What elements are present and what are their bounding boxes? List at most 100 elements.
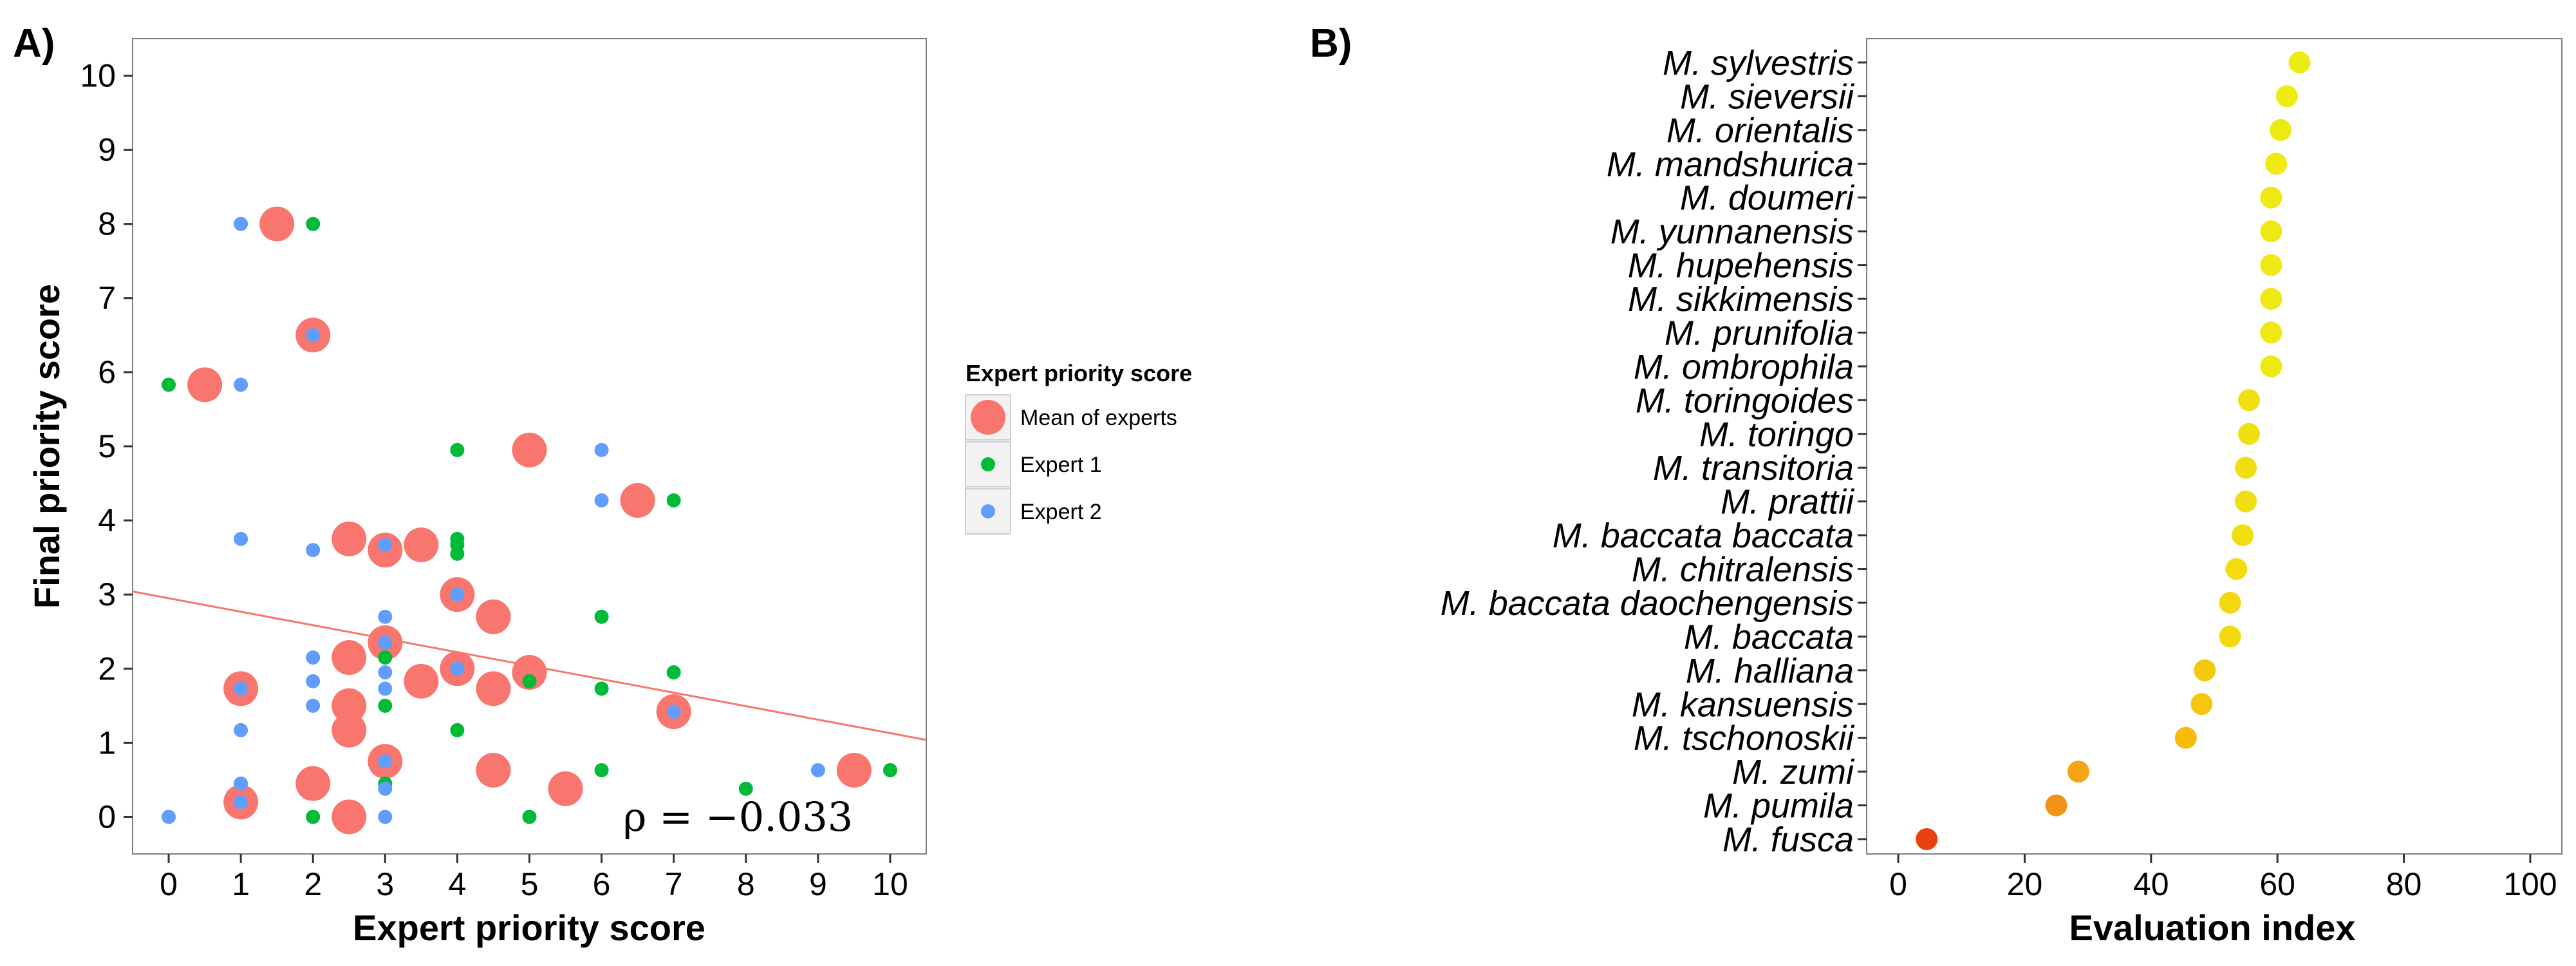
data-point xyxy=(331,799,367,835)
data-point xyxy=(306,543,321,558)
data-point xyxy=(2194,659,2216,681)
legend-label: Expert 1 xyxy=(1020,453,1102,477)
data-point xyxy=(2260,220,2282,243)
legend-label: Expert 2 xyxy=(1020,500,1102,524)
data-point xyxy=(666,493,681,508)
species-label: M. mandshurica xyxy=(1607,145,1854,184)
data-point xyxy=(306,674,321,688)
data-point xyxy=(666,705,681,719)
y-tick-label: 1 xyxy=(98,724,116,761)
data-point xyxy=(234,216,248,231)
species-label: M. halliana xyxy=(1686,652,1854,690)
x-tick-label: 100 xyxy=(2503,866,2557,902)
species-label: M. chitralensis xyxy=(1632,551,1854,589)
x-tick-label: 80 xyxy=(2386,866,2422,902)
data-point xyxy=(378,609,393,624)
data-point xyxy=(2265,153,2288,175)
data-point xyxy=(234,531,248,546)
y-tick-label: 10 xyxy=(80,58,116,94)
data-point xyxy=(234,795,248,810)
legend-item: Expert 1 xyxy=(965,441,1102,488)
data-point xyxy=(2238,422,2260,445)
data-point xyxy=(450,587,465,602)
data-point xyxy=(450,546,465,561)
data-point xyxy=(2260,288,2282,310)
data-point xyxy=(2275,85,2298,108)
data-point xyxy=(594,493,609,508)
data-point xyxy=(2260,321,2282,344)
series-expert-2 xyxy=(162,216,825,824)
panel-a-y-axis: 0 1 2 3 4 5 6 7 8 9 10 xyxy=(80,58,133,835)
data-point xyxy=(594,681,609,696)
series-expert-1 xyxy=(162,216,897,824)
data-point xyxy=(450,661,465,676)
data-point xyxy=(378,810,393,824)
x-tick-label: 0 xyxy=(160,866,178,902)
species-label: M. hupehensis xyxy=(1628,247,1854,285)
data-point xyxy=(2232,524,2254,547)
data-point xyxy=(331,688,367,723)
x-tick-label: 20 xyxy=(2007,866,2043,902)
x-tick-label: 7 xyxy=(665,866,683,902)
data-point xyxy=(2270,118,2292,141)
data-point xyxy=(162,810,176,824)
x-tick-label: 10 xyxy=(872,866,908,902)
data-point xyxy=(378,754,393,769)
data-point xyxy=(620,483,655,518)
panel-b-x-axis-title: Evaluation index xyxy=(2069,907,2356,948)
data-point xyxy=(2235,457,2257,479)
x-tick-label: 60 xyxy=(2259,866,2295,902)
data-point xyxy=(187,367,223,402)
data-point xyxy=(1916,828,1938,850)
data-point xyxy=(2045,794,2067,817)
x-tick-label: 1 xyxy=(232,866,250,902)
species-label: M. sylvestris xyxy=(1663,44,1854,82)
data-point xyxy=(331,521,367,556)
species-label: M. prattii xyxy=(1721,483,1855,522)
data-point xyxy=(378,665,393,680)
data-point xyxy=(378,538,393,553)
data-point xyxy=(234,723,248,737)
data-point xyxy=(404,663,439,699)
panel-b-x-axis: 0 20 40 60 80 100 xyxy=(1889,854,2557,902)
species-label: M. sieversii xyxy=(1680,77,1855,116)
species-label: M. toringo xyxy=(1699,415,1854,454)
y-tick-label: 0 xyxy=(98,799,116,835)
panel-a-points xyxy=(162,206,897,835)
data-point xyxy=(450,442,465,457)
panel-a-y-axis-title: Final priority score xyxy=(26,284,67,609)
data-point xyxy=(331,640,367,676)
species-label: M. zumi xyxy=(1732,753,1855,791)
data-point xyxy=(2235,490,2257,513)
data-point xyxy=(378,635,393,650)
x-tick-label: 8 xyxy=(737,866,755,902)
species-label: M. baccata xyxy=(1684,618,1854,656)
data-point xyxy=(2225,558,2248,580)
legend-item: Mean of experts xyxy=(965,394,1177,440)
y-tick-label: 3 xyxy=(98,576,116,612)
data-point xyxy=(162,377,176,392)
species-label: M. baccata daochengensis xyxy=(1441,584,1854,623)
data-point xyxy=(594,442,609,457)
x-tick-label: 0 xyxy=(1889,866,1907,902)
y-tick-label: 9 xyxy=(98,132,116,168)
species-label: M. orientalis xyxy=(1666,111,1854,150)
data-point xyxy=(522,674,537,688)
species-label: M. sikkimensis xyxy=(1628,280,1854,319)
x-tick-label: 40 xyxy=(2133,866,2169,902)
data-point xyxy=(234,776,248,791)
species-label: M. kansuensis xyxy=(1632,685,1854,724)
y-tick-label: 7 xyxy=(98,280,116,316)
x-tick-label: 4 xyxy=(449,866,467,902)
legend-swatch xyxy=(981,504,995,518)
data-point xyxy=(2190,693,2213,715)
data-point xyxy=(306,810,321,824)
species-label: M. transitoria xyxy=(1653,449,1854,488)
species-label: M. doumeri xyxy=(1680,179,1855,218)
data-point xyxy=(306,216,321,231)
legend-swatch xyxy=(981,457,995,471)
data-point xyxy=(306,328,321,343)
panel-a-x-axis: 0 1 2 3 4 5 6 7 8 9 10 xyxy=(160,854,908,902)
x-tick-label: 9 xyxy=(809,866,827,902)
data-point xyxy=(306,698,321,713)
